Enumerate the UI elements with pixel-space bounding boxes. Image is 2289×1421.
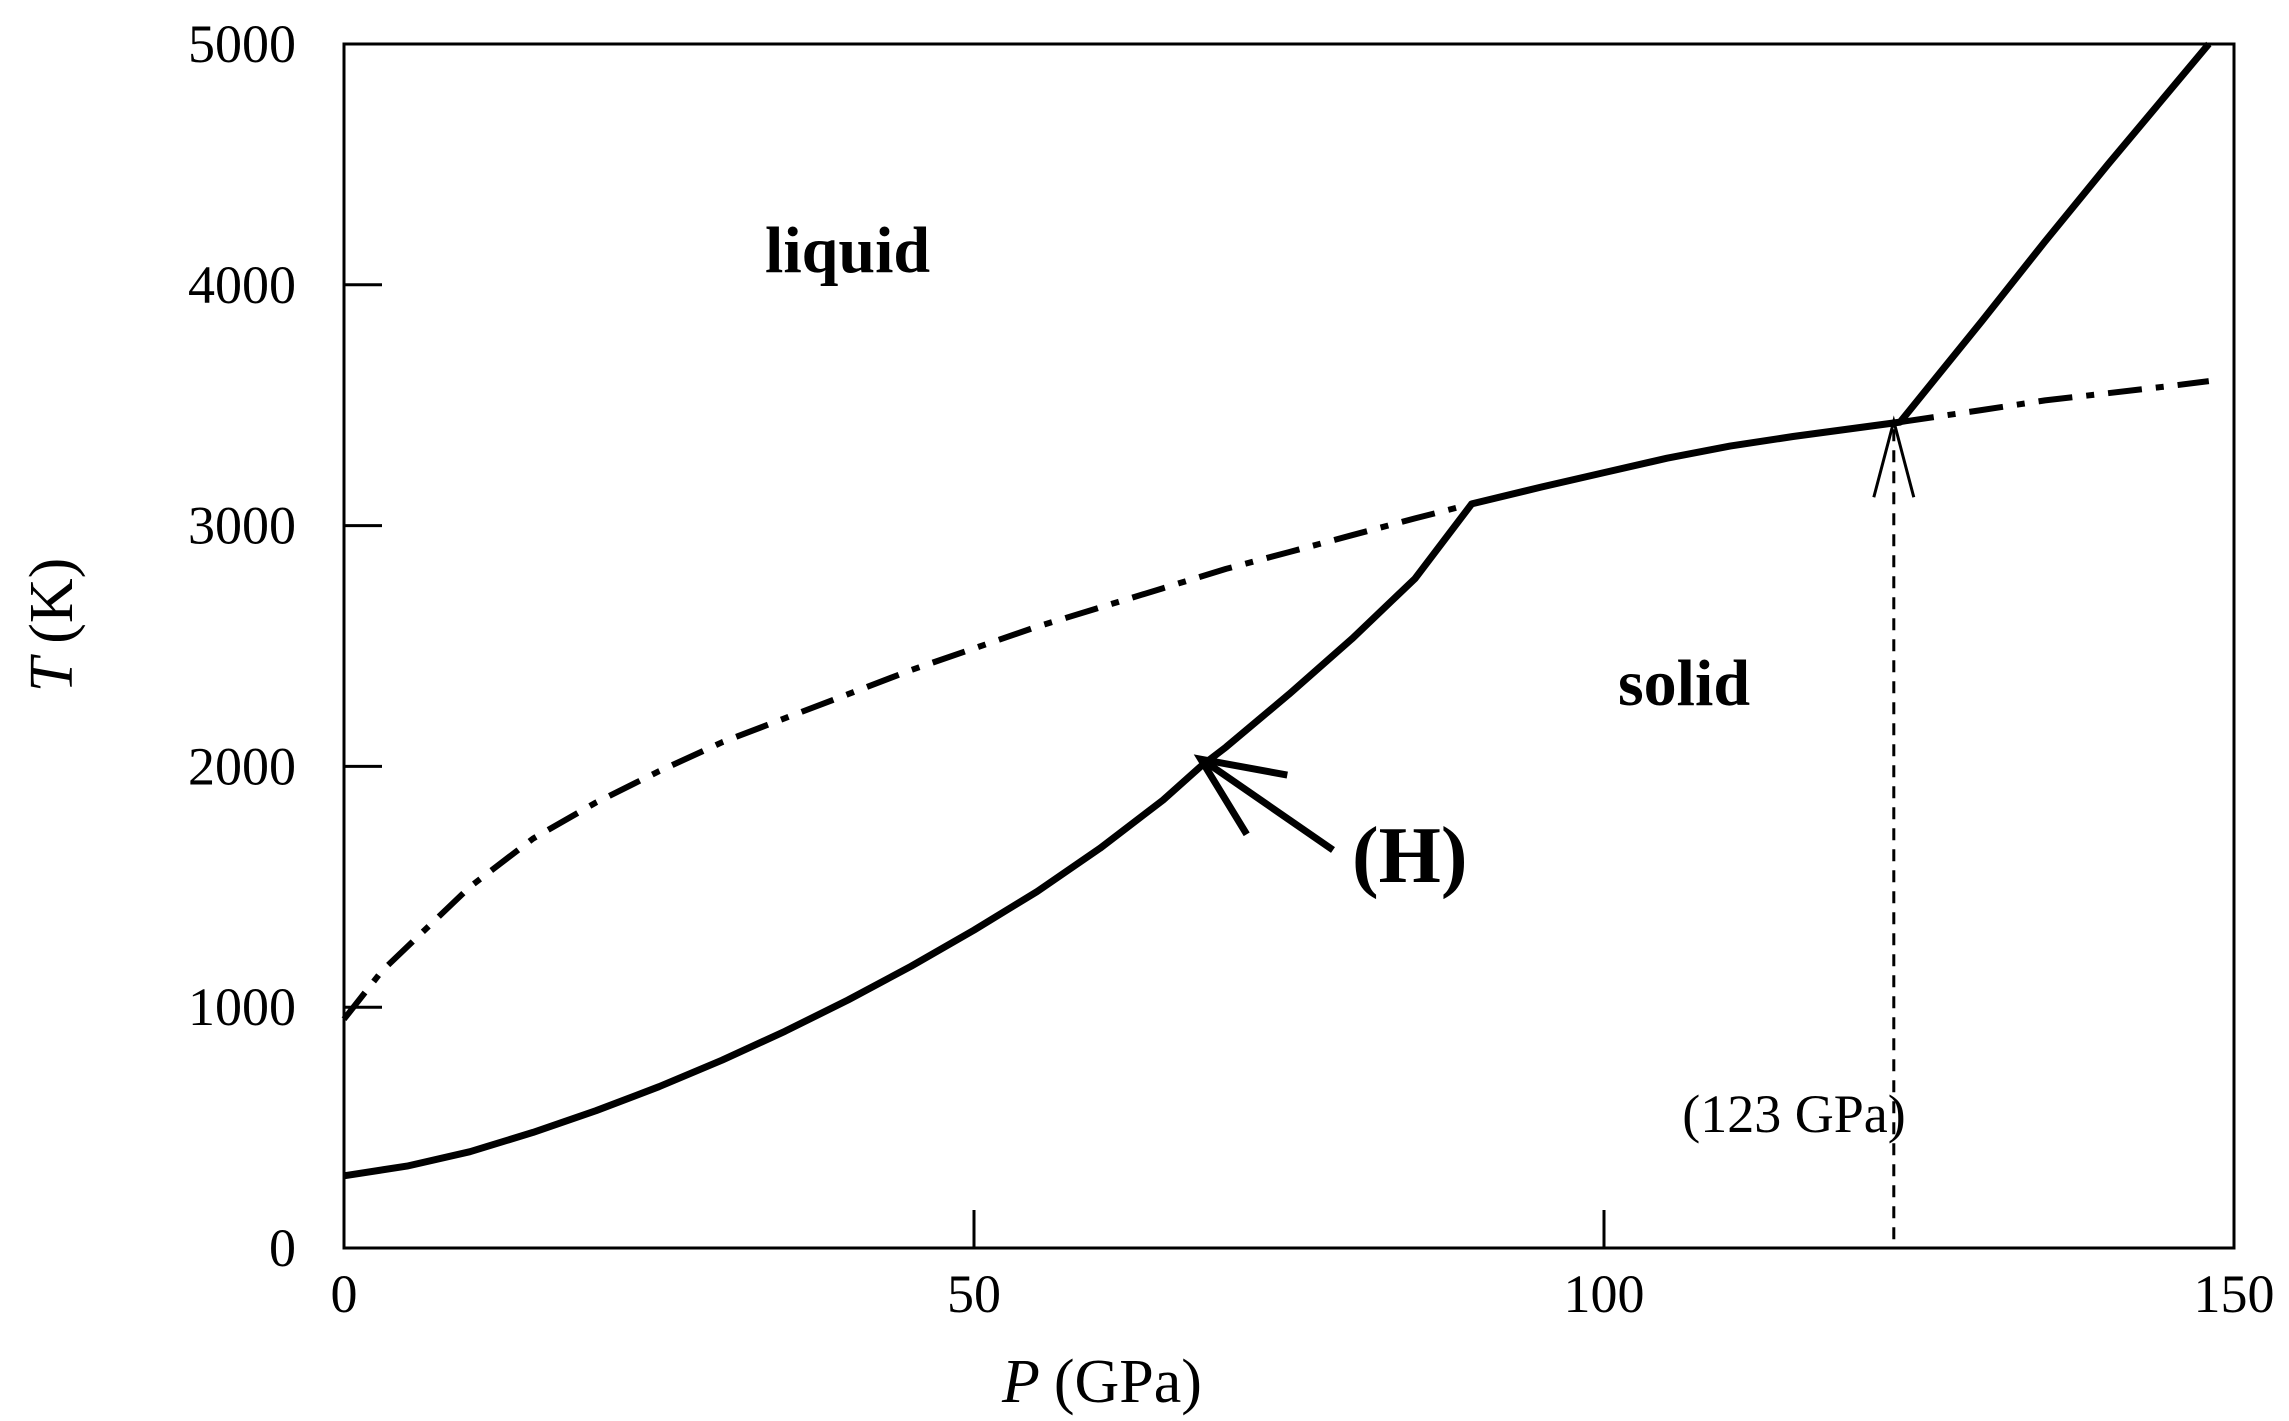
marker-label-123-gpa: (123 GPa) bbox=[1682, 1084, 1905, 1144]
vertical-marker-arrowhead bbox=[1872, 415, 1916, 498]
x-tick-label: 100 bbox=[1564, 1264, 1645, 1324]
region-label-liquid: liquid bbox=[765, 214, 930, 287]
x-tick-label: 50 bbox=[947, 1264, 1001, 1324]
phase-boundary-dash-dot-2 bbox=[1899, 378, 2210, 426]
plot-frame bbox=[342, 42, 2236, 1250]
x-tick-label: 0 bbox=[331, 1264, 358, 1324]
phase-boundary-dash-dot-1 bbox=[341, 500, 1473, 1022]
y-tick-label: 5000 bbox=[188, 14, 296, 74]
y-tick-label: 4000 bbox=[188, 255, 296, 315]
annotation-graphics bbox=[1193, 415, 1916, 1248]
y-axis-title: T(K) bbox=[18, 558, 86, 693]
x-axis-title: P (GPa) bbox=[1001, 1348, 1202, 1416]
curve-label-arrowhead bbox=[1193, 754, 1288, 837]
axis-ticks: 0 50 100 150 0 1000 2000 3000 4000 5000 bbox=[188, 14, 2275, 1324]
plot-curves bbox=[341, 41, 2212, 1180]
y-tick-label: 1000 bbox=[188, 977, 296, 1037]
y-tick-label: 2000 bbox=[188, 736, 296, 796]
region-label-solid: solid bbox=[1618, 647, 1750, 720]
curve-label-arrow bbox=[1206, 761, 1335, 853]
x-tick-label: 150 bbox=[2194, 1264, 2275, 1324]
y-tick-label: 3000 bbox=[188, 496, 296, 556]
curve-label-h: (H) bbox=[1352, 812, 1468, 900]
phase-boundary-solid bbox=[343, 41, 2212, 1180]
y-tick-label: 0 bbox=[269, 1218, 296, 1278]
